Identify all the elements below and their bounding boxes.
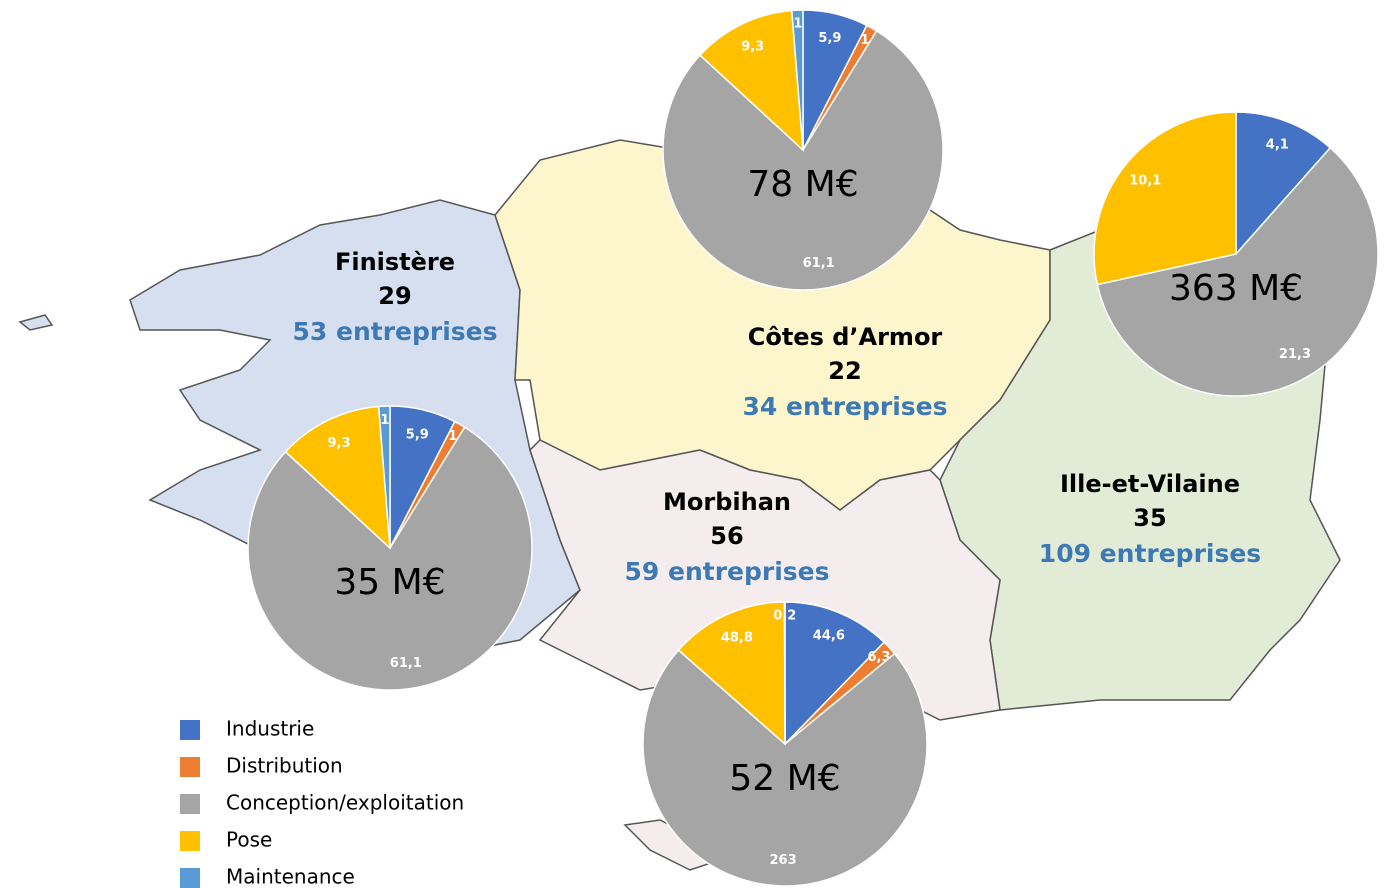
- region-code: 29: [378, 282, 411, 310]
- region-code: 56: [710, 522, 743, 550]
- slice-label: 44,6: [813, 629, 845, 644]
- pie-total: 35 M€: [334, 562, 445, 603]
- pie-slice: [1093, 111, 1237, 286]
- slice-label: 5,9: [818, 31, 841, 46]
- region-code: 35: [1133, 504, 1166, 532]
- region-count: 59 entreprises: [625, 557, 830, 586]
- pie-slice: [677, 601, 786, 746]
- region-count: 34 entreprises: [743, 392, 948, 421]
- region-count: 109 entreprises: [1039, 539, 1261, 568]
- pie-slice: [662, 29, 944, 291]
- pie-slice: [1235, 111, 1332, 256]
- region-count: 53 entreprises: [293, 317, 498, 346]
- island: [18, 314, 54, 331]
- legend-label: Maintenance: [226, 865, 355, 888]
- slice-label: 21,3: [1279, 347, 1311, 362]
- slice-label: 1: [793, 17, 802, 32]
- region-name: Ille-et-Vilaine: [1060, 470, 1240, 498]
- pie-total: 363 M€: [1169, 268, 1303, 309]
- slice-label: 48,8: [721, 630, 753, 645]
- pies: 5,9 1 61,1 9,3 1 35 M€ 5,9 1 61,1 9,3 1 78 M€ 4,1 21,…: [247, 9, 1379, 887]
- legend-swatch: [180, 794, 200, 814]
- legend-swatch: [180, 868, 200, 888]
- pie-slice: [377, 405, 391, 549]
- region-labels: Finistère 29 53 entreprises Côtes d’Armor 22…: [293, 248, 1262, 586]
- slice-label: 61,1: [803, 256, 835, 271]
- pie-slice: [284, 405, 391, 550]
- slice-label: 1: [380, 413, 389, 428]
- region-code: 22: [828, 357, 861, 385]
- legend-label: Conception/exploitation: [226, 791, 464, 815]
- slice-label: 61,1: [390, 656, 422, 671]
- slice-label: 10,1: [1129, 174, 1161, 189]
- legend: Industrie Distribution Conception/exploita…: [180, 717, 464, 888]
- pie-slice: [698, 9, 804, 152]
- slice-label: 9,3: [327, 436, 350, 451]
- region-name: Finistère: [335, 248, 455, 276]
- slice-label: 263: [770, 853, 797, 868]
- legend-swatch: [180, 757, 200, 777]
- region-name: Côtes d’Armor: [748, 323, 943, 351]
- pie-slice: [1096, 146, 1379, 397]
- pie-slice: [247, 426, 533, 691]
- legend-swatch: [180, 720, 200, 740]
- slice-label: 0,2: [773, 609, 796, 624]
- slice-label: 4,1: [1266, 138, 1289, 153]
- slice-label: 9,3: [741, 39, 764, 54]
- legend-label: Pose: [226, 828, 272, 852]
- legend-label: Distribution: [226, 754, 343, 778]
- pie-slice: [790, 9, 804, 151]
- pie-slice: [642, 649, 928, 887]
- slice-label: 1: [448, 429, 457, 444]
- slice-label: 1: [860, 33, 869, 48]
- legend-swatch: [180, 831, 200, 851]
- slice-label: 5,9: [406, 427, 429, 442]
- legend-label: Industrie: [226, 717, 314, 741]
- pie-slice: [784, 601, 886, 746]
- pie-total: 78 M€: [747, 164, 858, 205]
- region-name: Morbihan: [663, 488, 791, 516]
- pie-total: 52 M€: [729, 758, 840, 799]
